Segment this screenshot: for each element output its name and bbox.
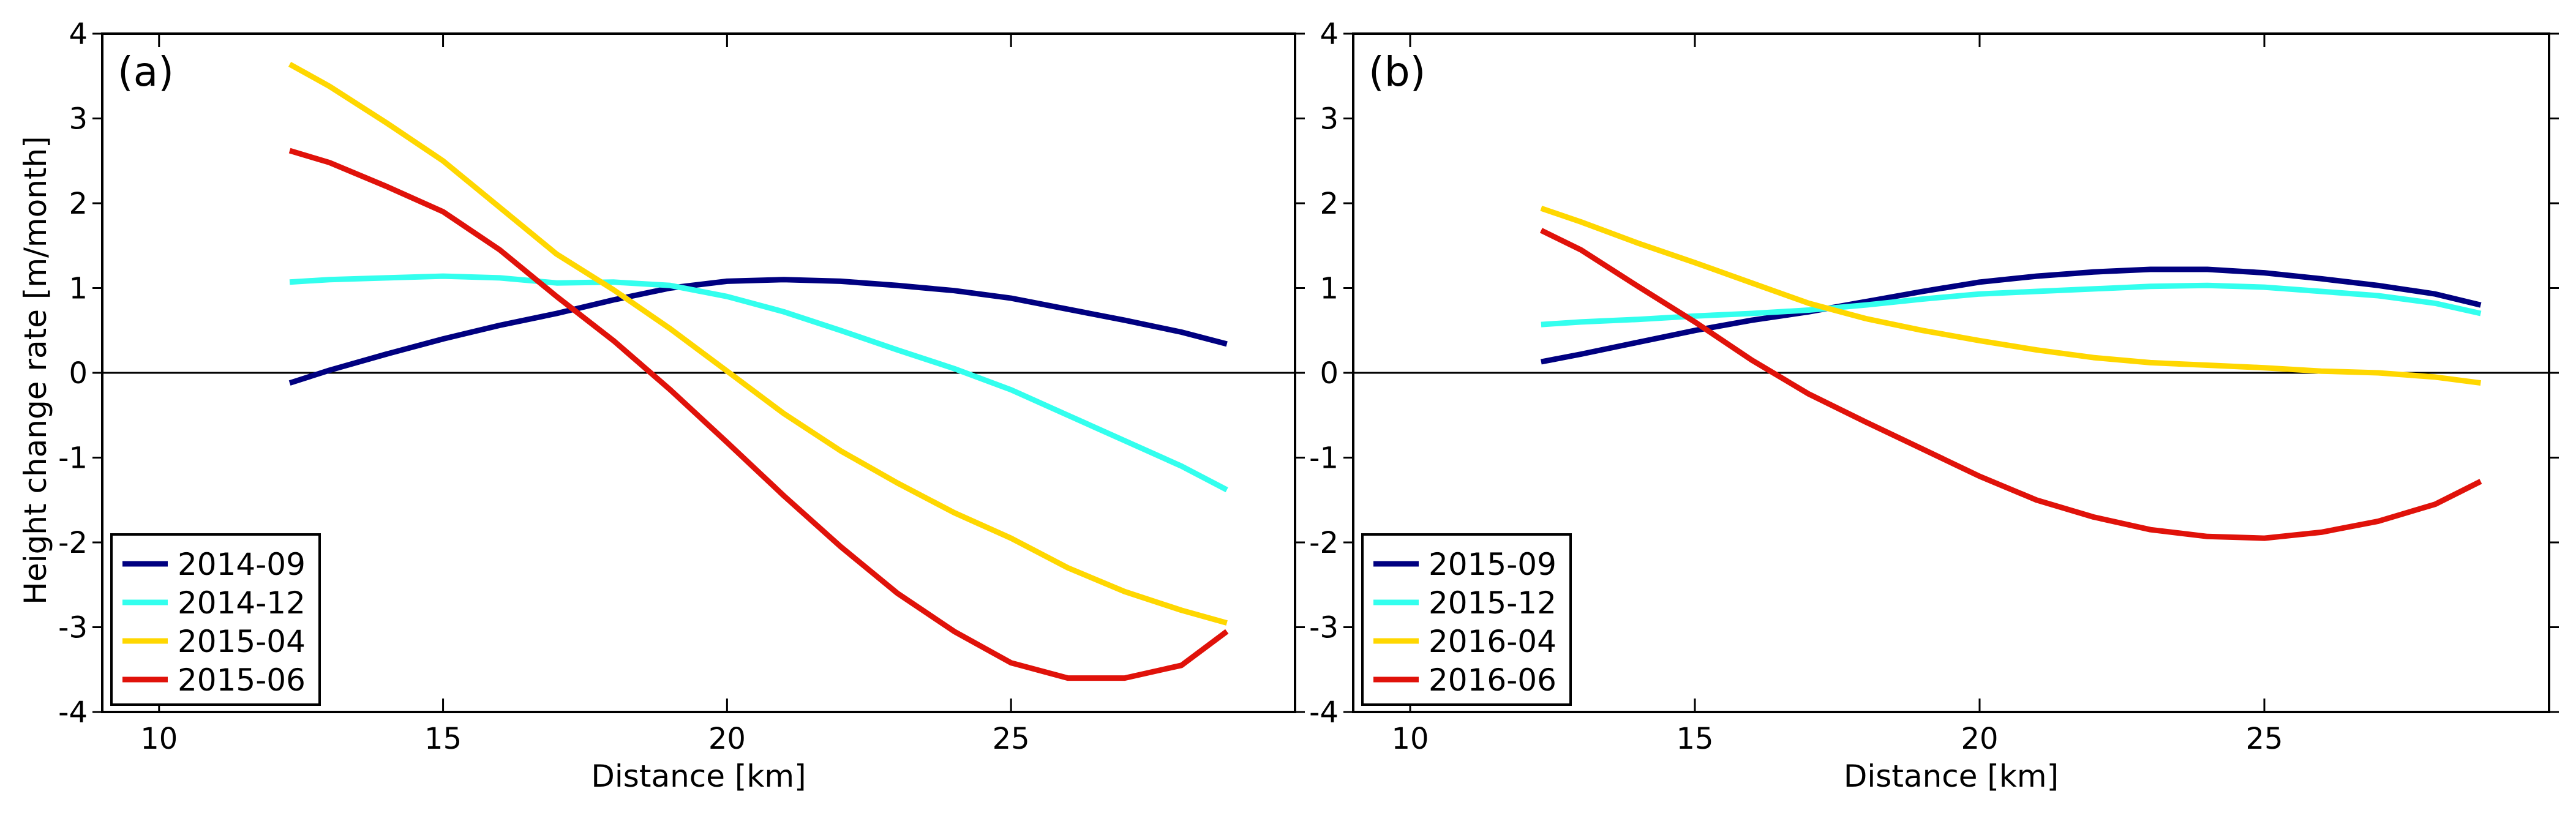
- y-tick-label: 4: [69, 17, 88, 51]
- series-line-2016-06: [1539, 228, 2482, 541]
- series-line-2015-09: [1541, 266, 2482, 365]
- legend-label: 2015-12: [1429, 585, 1556, 621]
- y-tick-label: -1: [58, 441, 88, 476]
- y-tick-label: 2: [1320, 187, 1339, 221]
- y-tick-label: 1: [69, 272, 88, 306]
- series-line-2015-12: [1541, 282, 2482, 328]
- series-line-2014-09: [288, 277, 1228, 386]
- legend-label: 2014-09: [178, 547, 306, 582]
- y-tick-label: -1: [1309, 441, 1339, 476]
- x-tick-label: 15: [424, 722, 462, 756]
- y-tick-label: 0: [1320, 356, 1339, 391]
- x-tick-label: 20: [708, 722, 746, 756]
- y-tick-label: -3: [1309, 611, 1339, 645]
- y-tick-label: 3: [1320, 102, 1339, 137]
- y-tick-label: -3: [58, 611, 88, 645]
- series-line-2014-12: [289, 273, 1228, 493]
- y-tick-label: 0: [69, 356, 88, 391]
- x-tick-label: 15: [1676, 722, 1713, 756]
- x-tick-label: 20: [1961, 722, 1998, 756]
- panel-b: 10 15 20 25 -4 -3 -2 -1 0 1 2 3 4 Distance [km] (b) 201…: [1309, 17, 2559, 794]
- series-line-2015-06: [288, 148, 1229, 681]
- y-tick-label: 3: [69, 102, 88, 137]
- series-line-2015-04: [288, 61, 1228, 626]
- legend-label: 2015-06: [178, 662, 306, 698]
- panel-label: (b): [1369, 48, 1425, 96]
- legend-label: 2015-09: [1429, 547, 1556, 582]
- legend-label: 2015-04: [178, 624, 306, 659]
- x-tick-label: 25: [993, 722, 1030, 756]
- x-tick-label: 10: [140, 722, 178, 756]
- x-tick-label: 10: [1391, 722, 1429, 756]
- panel-a: 10 15 20 25 -4 -3 -2 -1 0 1 2 3 4 Distance [km] (a) 201…: [58, 17, 1305, 794]
- legend-label: 2016-06: [1429, 662, 1556, 698]
- y-tick-label: 1: [1320, 272, 1339, 306]
- x-axis-label: Distance [km]: [591, 759, 806, 794]
- x-tick-label: 25: [2245, 722, 2283, 756]
- y-tick-label: -4: [58, 695, 88, 730]
- y-tick-label: -4: [1309, 695, 1339, 730]
- panel-label: (a): [118, 48, 174, 96]
- legend-label: 2014-12: [178, 585, 306, 621]
- y-axis-label: Height change rate [m/month]: [18, 136, 53, 604]
- legend-label: 2016-04: [1429, 624, 1556, 659]
- y-tick-label: 2: [69, 187, 88, 221]
- x-axis-label: Distance [km]: [1844, 759, 2059, 794]
- y-tick-label: -2: [58, 526, 88, 560]
- y-tick-label: -2: [1309, 526, 1339, 560]
- y-tick-label: 4: [1320, 17, 1339, 51]
- series-line-2016-04: [1540, 206, 2481, 386]
